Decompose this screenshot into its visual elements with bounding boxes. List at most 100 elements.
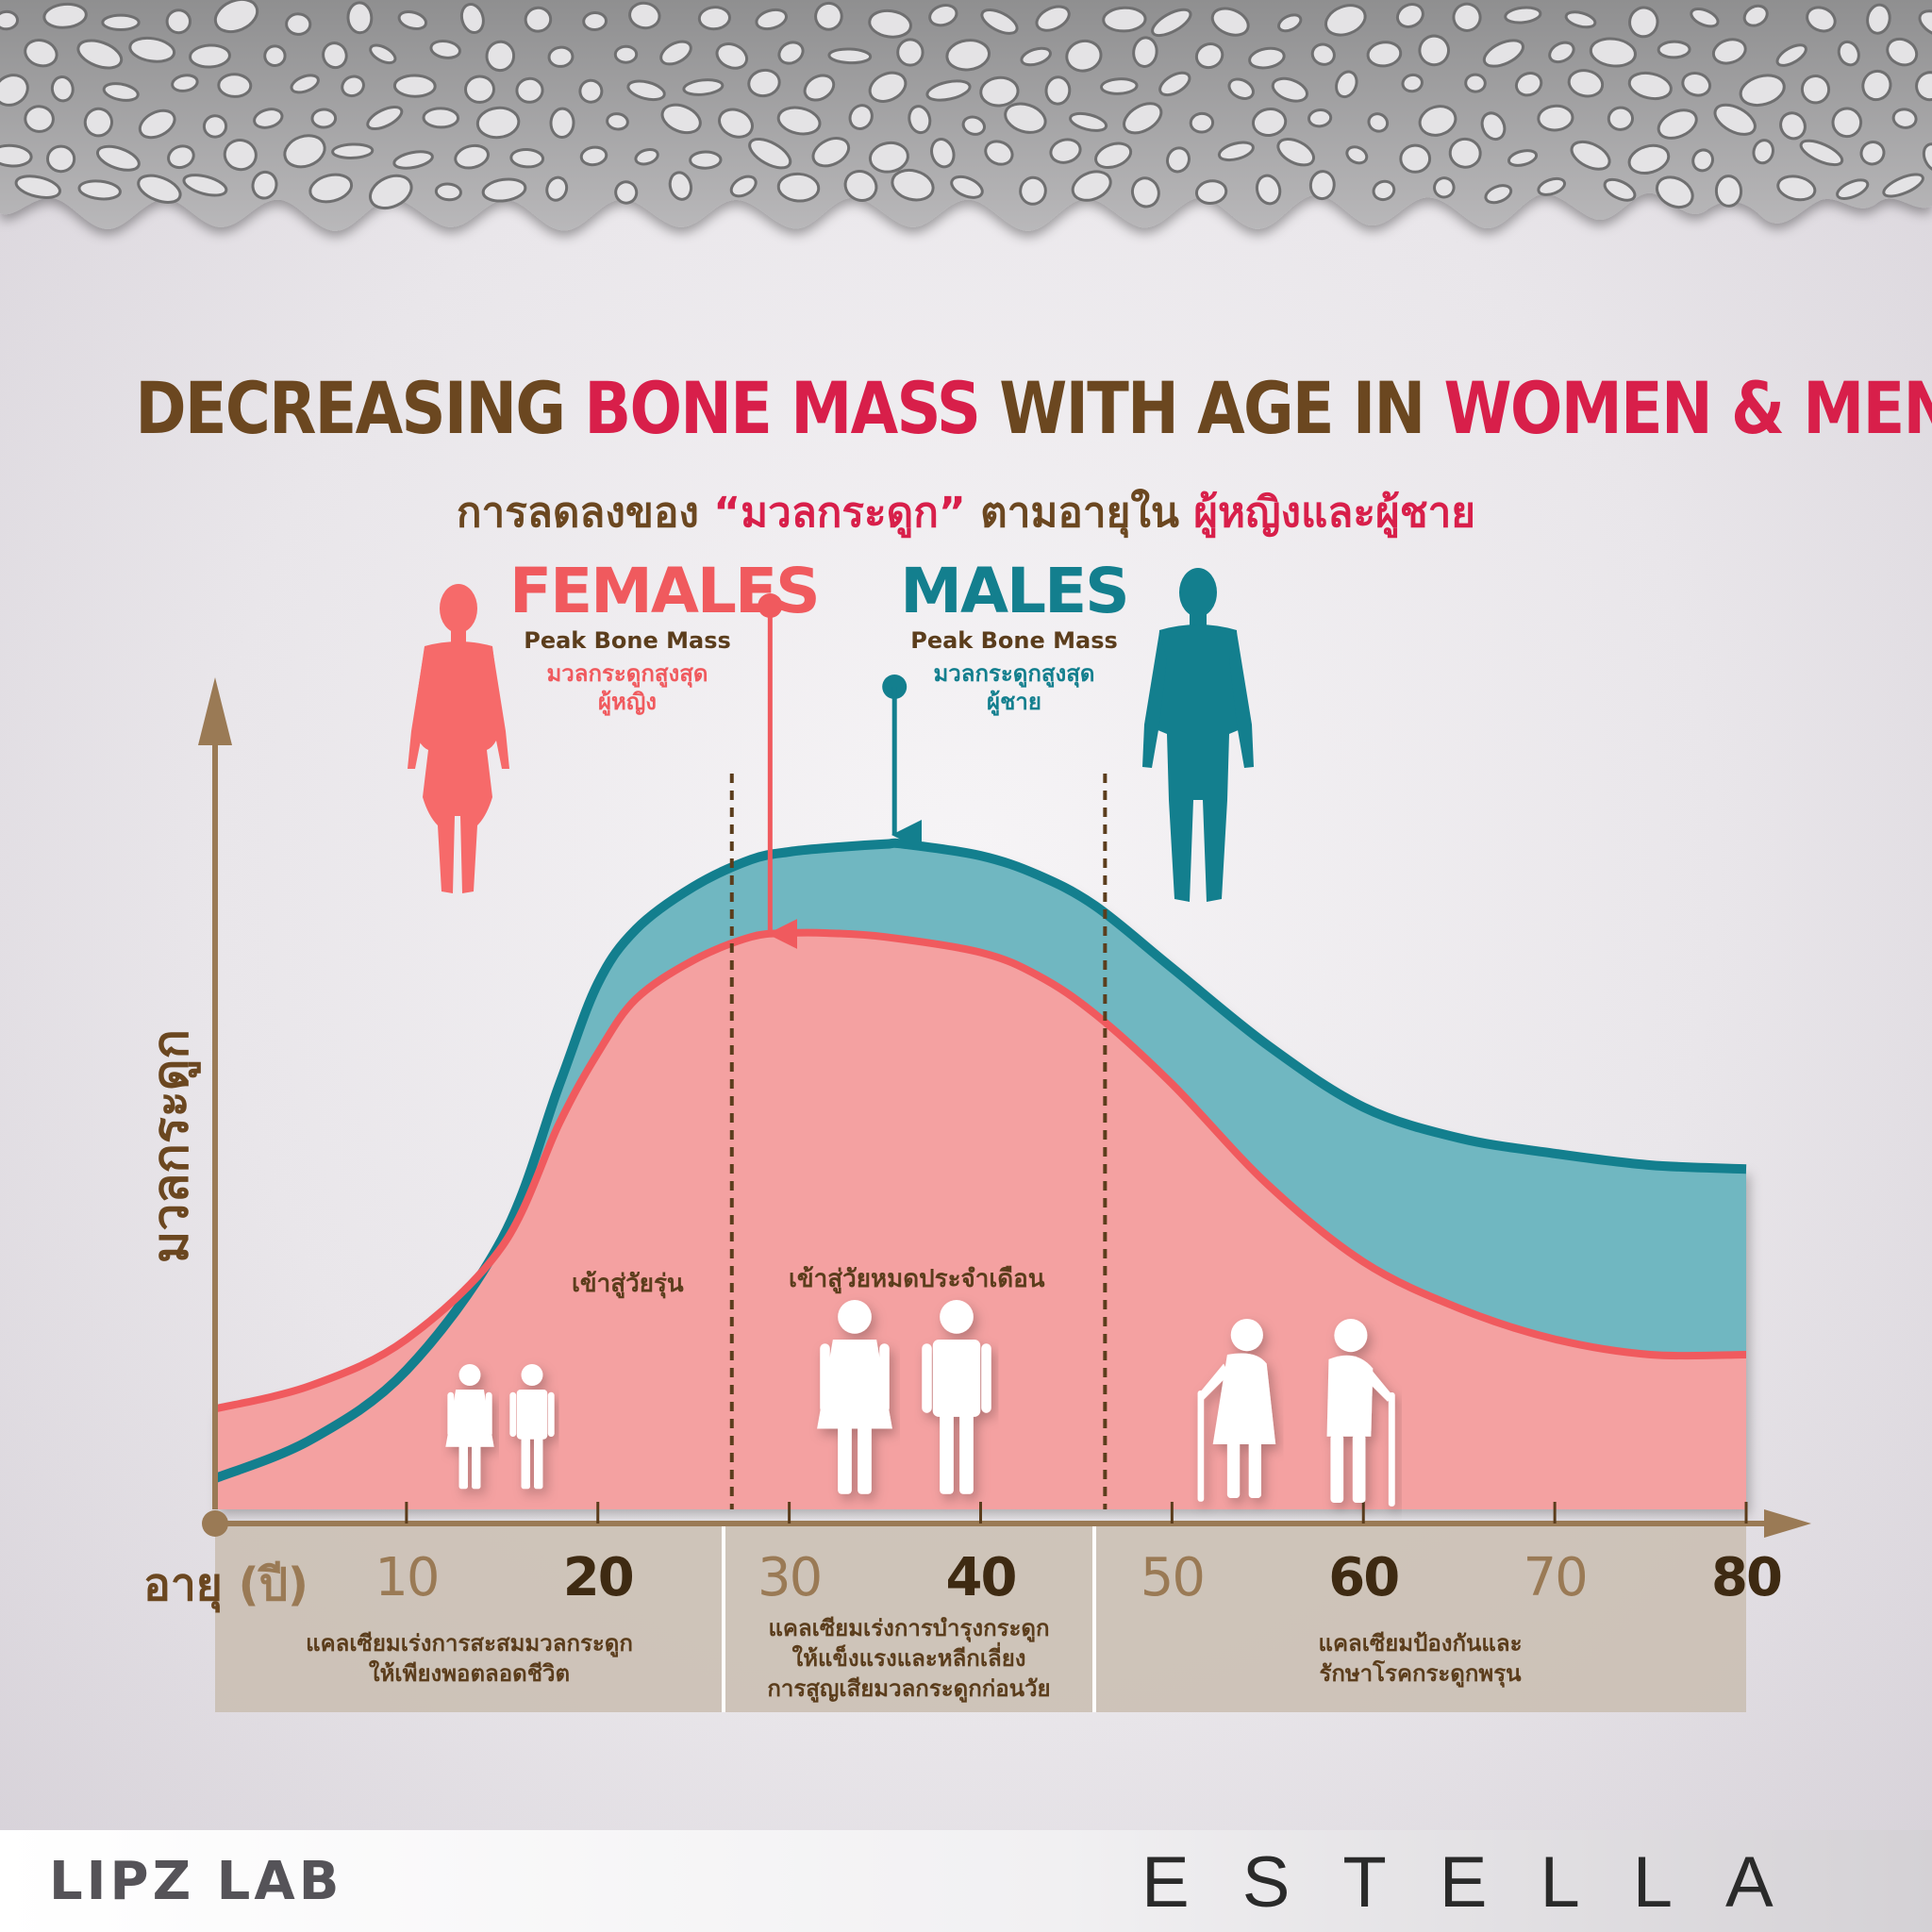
- band-2-line-2: ให้แข็งแรงและหลีกเลี่ยง: [791, 1645, 1026, 1672]
- bone-pore: [1255, 174, 1282, 206]
- menopause-label: เข้าสู่วัยหมดประจำเดือน: [789, 1265, 1045, 1293]
- bone-pore: [755, 8, 788, 31]
- bone-pore: [811, 137, 851, 168]
- bone-pore: [628, 1, 661, 30]
- bone-pore: [481, 177, 527, 203]
- y-axis-label: มวลกระดูก: [142, 1029, 200, 1263]
- females-label-block: FEMALES Peak Bone Mass มวลกระดูกสูงสุด ผ…: [509, 555, 821, 716]
- bone-pore: [1831, 107, 1863, 139]
- bone-pore: [950, 175, 984, 199]
- bone-pore: [1806, 6, 1837, 33]
- puberty-label: เข้าสู่วัยรุ่น: [572, 1270, 684, 1298]
- bone-pore: [1866, 3, 1891, 35]
- bone-pore: [1655, 175, 1694, 209]
- bone-pore: [1123, 102, 1163, 135]
- bone-pore: [475, 106, 521, 140]
- bone-pore: [1345, 145, 1369, 165]
- band-2-line-1: แคลเซียมเร่งการบำรุงกระดูก: [768, 1615, 1050, 1641]
- subtitle-part-4: ผู้หญิงและผู้ชาย: [1193, 489, 1476, 537]
- band-1-line-1: แคลเซียมเร่งการสะสมมวลกระดูก: [306, 1630, 633, 1657]
- bone-pore: [429, 39, 461, 59]
- bone-pore: [223, 139, 258, 172]
- bone-pore: [1372, 179, 1396, 202]
- bone-pore: [848, 104, 874, 130]
- bone-mass-chart: [198, 593, 1811, 1712]
- bone-pore: [1713, 103, 1757, 136]
- page-title: DECREASING BONE MASS WITH AGE IN WOMEN &…: [135, 366, 1932, 450]
- bone-pore: [346, 1, 374, 35]
- bone-pore: [95, 144, 141, 172]
- bone-pore: [930, 138, 956, 169]
- axis-origin-dot: [202, 1510, 228, 1537]
- bone-pore: [369, 43, 397, 65]
- bone-pore: [285, 12, 312, 36]
- bone-pore: [101, 13, 141, 31]
- bone-pore: [217, 73, 253, 98]
- males-thai-line-1: มวลกระดูกสูงสุด: [933, 660, 1095, 687]
- bone-pore: [213, 0, 259, 34]
- bone-pore: [1752, 139, 1774, 165]
- bone-pore: [961, 115, 986, 136]
- bone-pore: [925, 79, 972, 102]
- bone-pore: [803, 74, 836, 102]
- bone-pore: [777, 41, 805, 65]
- bone-pore: [729, 175, 758, 198]
- bone-pore: [748, 138, 792, 170]
- band-caption-3: แคลเซียมป้องกันและ รักษาโรคกระดูกพรุน: [1094, 1628, 1746, 1689]
- bone-pore: [827, 47, 873, 65]
- males-thai-line-2: ผู้ชาย: [987, 689, 1041, 715]
- title-part-1: DECREASING: [135, 366, 585, 450]
- bone-pore: [1418, 105, 1457, 137]
- bone-pore: [545, 175, 569, 202]
- x-tick-label-20: 20: [562, 1547, 635, 1608]
- bone-pore: [24, 39, 58, 68]
- bone-pore: [1448, 137, 1482, 169]
- bone-pore: [1482, 39, 1524, 68]
- bone-pore: [524, 6, 553, 33]
- bone-pore: [422, 107, 460, 129]
- bone-pore: [689, 150, 723, 170]
- man-icon: [922, 1300, 991, 1494]
- bone-pore: [128, 36, 176, 63]
- x-axis-unit: (ปี): [238, 1558, 308, 1611]
- bone-pore: [310, 108, 338, 129]
- y-axis-label-box: มวลกระดูก: [113, 995, 226, 1297]
- bone-pore: [984, 140, 1014, 166]
- bone-pore: [1399, 143, 1432, 174]
- y-axis-arrow-icon: [198, 677, 232, 745]
- x-axis-label-text: อายุ: [143, 1558, 223, 1611]
- bone-pore: [1775, 43, 1807, 67]
- bone-pore: [464, 75, 495, 104]
- bone-pore: [715, 42, 749, 70]
- bone-pore: [868, 71, 908, 103]
- bone-pore: [1603, 177, 1637, 202]
- bone-pore: [0, 74, 29, 107]
- bone-pore: [454, 143, 490, 170]
- bone-pore: [253, 108, 284, 129]
- subtitle-part-1: การลดลงของ: [456, 489, 714, 537]
- bone-pore: [138, 108, 176, 140]
- bone-pore: [1189, 111, 1215, 134]
- x-tick-label-70: 70: [1523, 1547, 1588, 1608]
- bone-pore: [42, 2, 88, 29]
- bone-pore: [263, 44, 287, 68]
- bone-pore: [1158, 71, 1191, 97]
- bone-pore: [579, 145, 608, 167]
- bone-pore: [1657, 40, 1691, 59]
- males-label-block: MALES Peak Bone Mass มวลกระดูกสูงสุด ผู้…: [896, 555, 1132, 716]
- bone-pore: [1065, 39, 1103, 73]
- bone-pore: [578, 78, 604, 104]
- bone-pore: [1891, 108, 1918, 129]
- band-caption-2: แคลเซียมเร่งการบำรุงกระดูก ให้แข็งแรงและ…: [724, 1613, 1094, 1704]
- bone-pore: [1714, 175, 1743, 208]
- bone-pore: [14, 175, 62, 199]
- bone-pore: [434, 182, 462, 202]
- bone-pore: [331, 142, 375, 159]
- bone-pore: [718, 108, 754, 139]
- subtitle-part-3: ตามอายุใน: [965, 489, 1194, 537]
- bone-pore: [1776, 175, 1817, 202]
- bone-pore: [392, 150, 434, 170]
- bone-pore: [202, 114, 228, 139]
- band-3-line-1: แคลเซียมป้องกันและ: [1318, 1630, 1523, 1657]
- bone-pore: [290, 74, 320, 94]
